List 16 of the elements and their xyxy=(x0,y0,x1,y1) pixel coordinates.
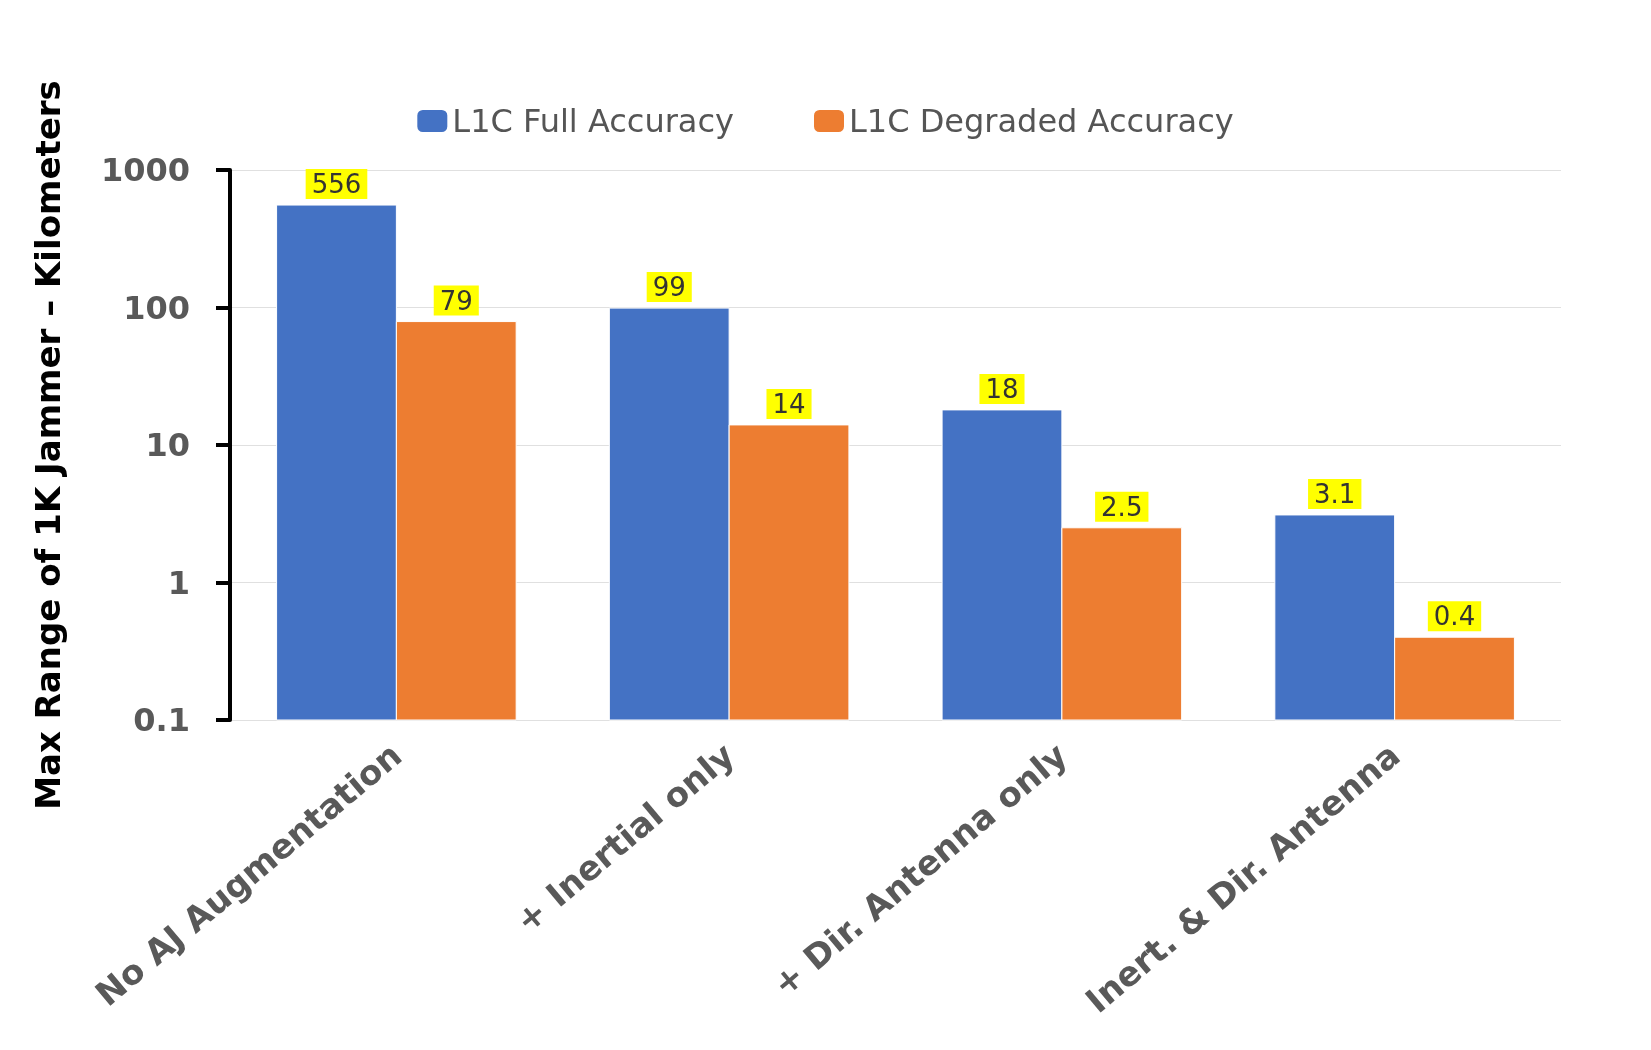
y-tick-label: 10 xyxy=(145,426,190,464)
y-tick-label: 1000 xyxy=(100,151,190,189)
y-tick-label: 100 xyxy=(123,288,190,327)
data-label: 556 xyxy=(311,169,362,200)
data-label: 79 xyxy=(439,285,473,316)
data-label: 99 xyxy=(652,272,686,303)
legend-label: L1C Degraded Accuracy xyxy=(849,102,1234,140)
data-label: 2.5 xyxy=(1101,491,1143,522)
data-label: 3.1 xyxy=(1314,478,1356,509)
data-label: 18 xyxy=(985,373,1019,404)
y-tick-label: 0.1 xyxy=(133,701,190,739)
data-label: 0.4 xyxy=(1433,601,1476,632)
y-axis-title: Max Range of 1K Jammer – Kilometers xyxy=(28,80,68,810)
data-label: 14 xyxy=(772,388,806,419)
legend-label: L1C Full Accuracy xyxy=(452,102,734,140)
y-tick-label: 1 xyxy=(167,563,190,602)
